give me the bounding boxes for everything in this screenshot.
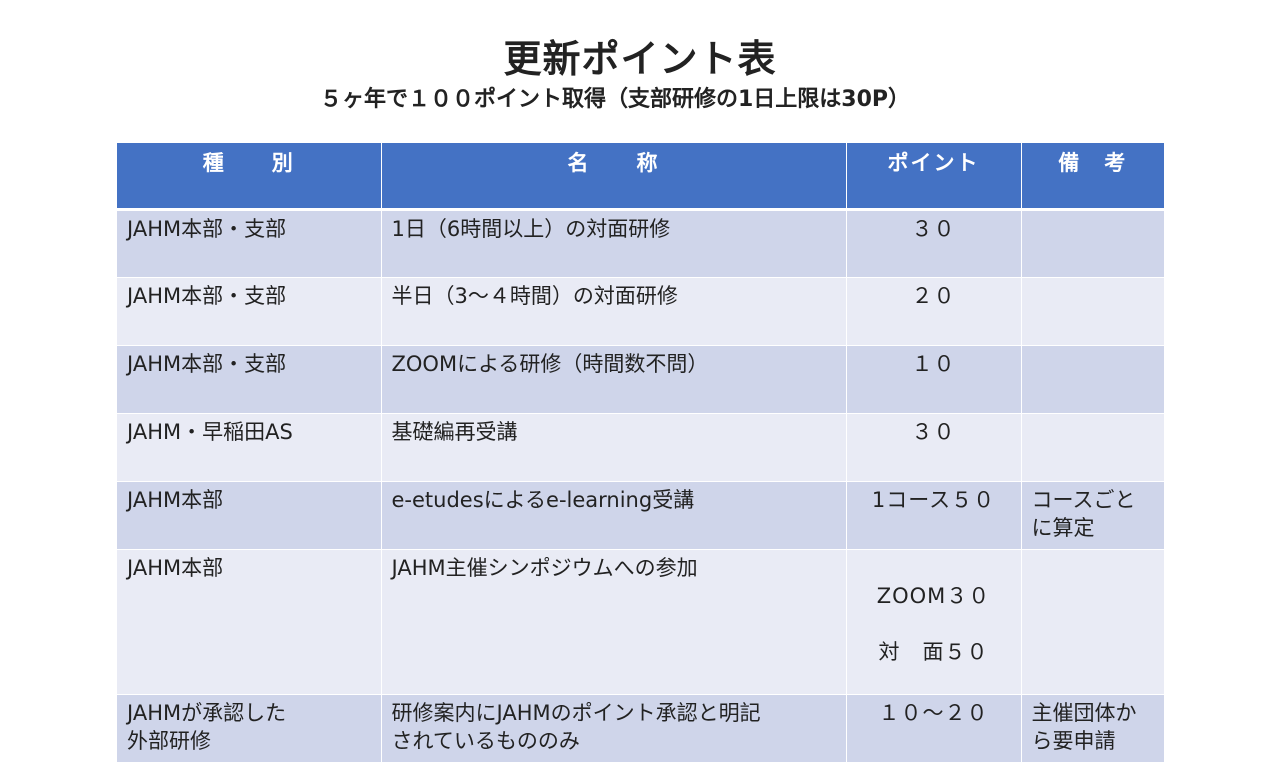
cell-type: JAHM本部・支部	[117, 277, 382, 346]
cell-type: JAHMが承認した 外部研修	[117, 694, 382, 763]
points-line-zoom: ZOOM３０	[876, 583, 991, 608]
points-line-inperson: 対 面５０	[878, 639, 989, 664]
cell-note	[1021, 209, 1164, 278]
cell-points: 1コース５０	[846, 481, 1022, 550]
header-points: ポイント	[846, 143, 1022, 211]
cell-points: ２０	[846, 277, 1022, 346]
cell-name: e-etudesによるe-learning受講	[381, 481, 847, 550]
cell-type: JAHM本部・支部	[117, 209, 382, 278]
cell-type: JAHM本部	[117, 481, 382, 550]
cell-name: 1日（6時間以上）の対面研修	[381, 209, 847, 278]
header-name: 名 称	[381, 143, 847, 211]
cell-type: JAHM・早稲田AS	[117, 413, 382, 482]
cell-name: ZOOMによる研修（時間数不問）	[381, 345, 847, 414]
cell-note	[1021, 277, 1164, 346]
table-row: JAHM本部 JAHM主催シンポジウムへの参加 ZOOM３０ 対 面５０	[117, 549, 1164, 695]
cell-note	[1021, 549, 1164, 695]
cell-points: ３０	[846, 413, 1022, 482]
table-row: JAHMが承認した 外部研修 研修案内にJAHMのポイント承認と明記 されている…	[117, 694, 1164, 763]
cell-name: 半日（3～４時間）の対面研修	[381, 277, 847, 346]
cell-note	[1021, 413, 1164, 482]
page-title: 更新ポイント表	[503, 37, 777, 81]
cell-points: １０～２０	[846, 694, 1022, 763]
cell-name: 基礎編再受講	[381, 413, 847, 482]
header-type: 種 別	[117, 143, 382, 211]
cell-name: 研修案内にJAHMのポイント承認と明記 されているもののみ	[381, 694, 847, 763]
table-row: JAHM・早稲田AS 基礎編再受講 ３０	[117, 413, 1164, 482]
table-row: JAHM本部・支部 ZOOMによる研修（時間数不問） １０	[117, 345, 1164, 414]
cell-type: JAHM本部	[117, 549, 382, 695]
table-row: JAHM本部・支部 1日（6時間以上）の対面研修 ３０	[117, 209, 1164, 278]
header-note: 備 考	[1021, 143, 1164, 211]
cell-points: ZOOM３０ 対 面５０	[846, 549, 1022, 695]
table-row: JAHM本部 e-etudesによるe-learning受講 1コース５０ コー…	[117, 481, 1164, 550]
cell-type: JAHM本部・支部	[117, 345, 382, 414]
table-header-row: 種 別 名 称 ポイント 備 考	[117, 143, 1164, 211]
cell-note: 主催団体か ら要申請	[1021, 694, 1164, 763]
cell-points: １０	[846, 345, 1022, 414]
cell-points: ３０	[846, 209, 1022, 278]
points-table: 種 別 名 称 ポイント 備 考 JAHM本部・支部 1日（6時間以上）の対面研…	[117, 143, 1164, 763]
page-subtitle: ５ヶ年で１００ポイント取得（支部研修の1日上限は30P）	[319, 87, 911, 112]
cell-name: JAHM主催シンポジウムへの参加	[381, 549, 847, 695]
cell-note: コースごと に算定	[1021, 481, 1164, 550]
cell-note	[1021, 345, 1164, 414]
table-row: JAHM本部・支部 半日（3～４時間）の対面研修 ２０	[117, 277, 1164, 346]
